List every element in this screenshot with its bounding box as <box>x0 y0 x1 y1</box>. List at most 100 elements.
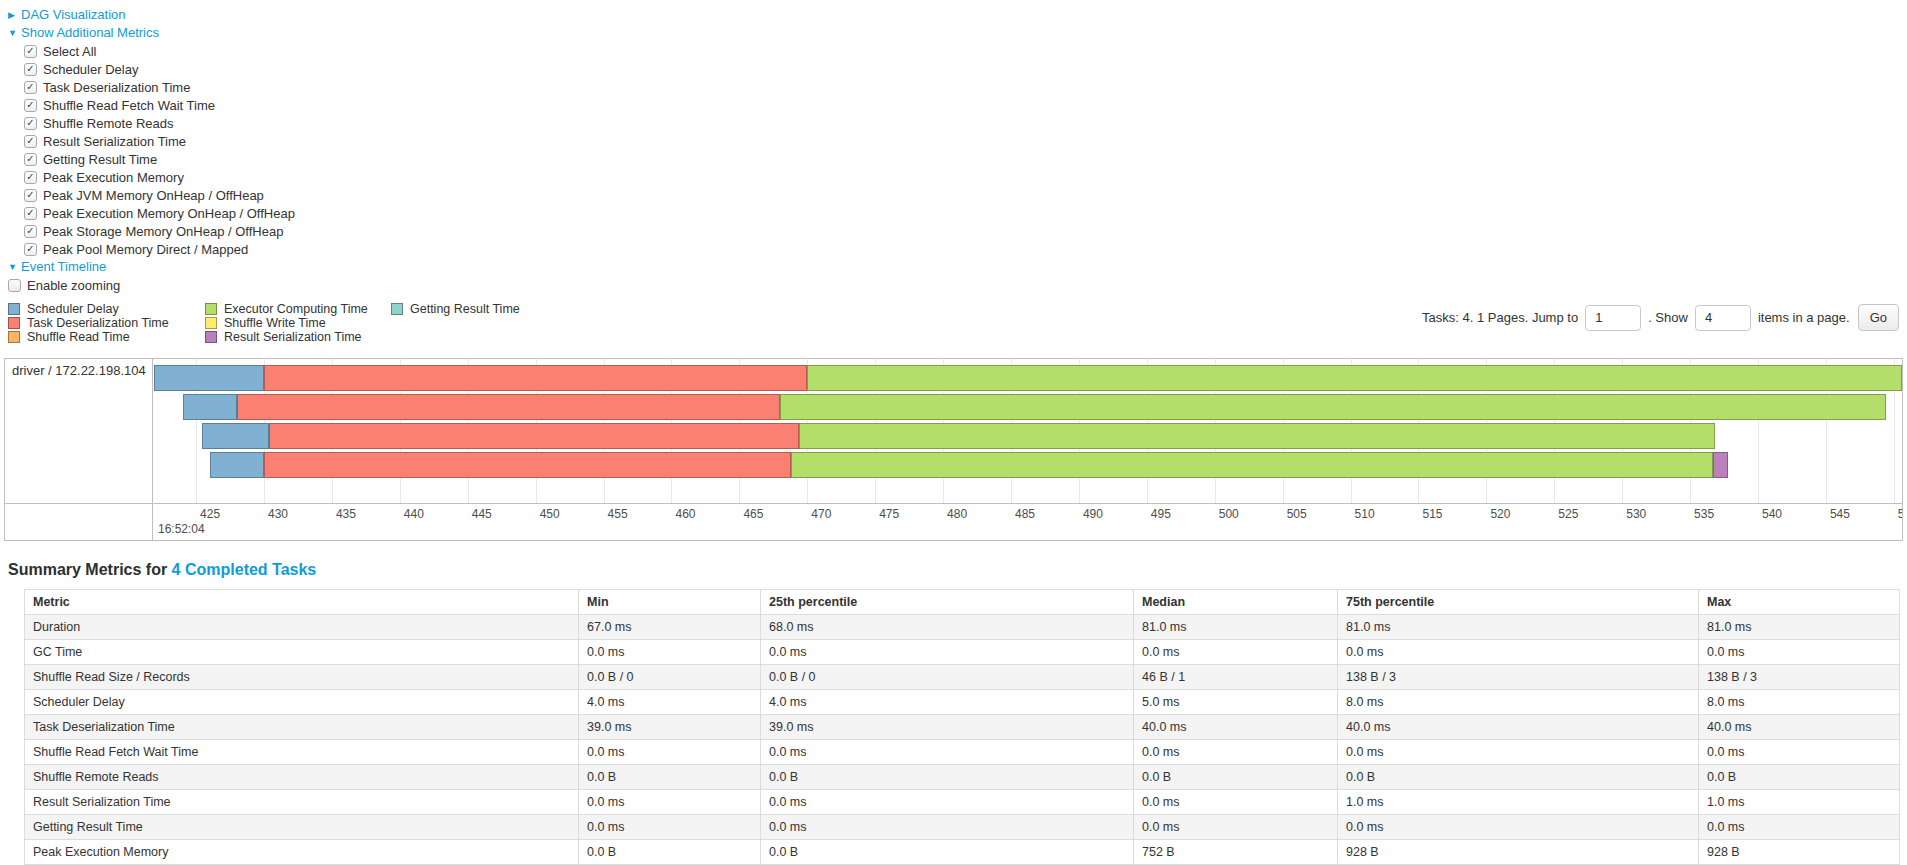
timeline-segment-scheduler-delay[interactable] <box>154 365 264 391</box>
metric-checkbox-label: Shuffle Remote Reads <box>43 116 174 131</box>
jump-to-page-input[interactable] <box>1585 305 1641 331</box>
axis-tick-label: 535 <box>1694 507 1714 521</box>
timeline-segment-task-deserialization[interactable] <box>237 394 780 420</box>
checkbox-checked-icon[interactable]: ✓ <box>24 63 37 76</box>
pagination-mid-text: . Show <box>1648 310 1688 325</box>
metric-value-cell: 40.0 ms <box>1699 715 1900 740</box>
axis-tick-label: 480 <box>947 507 967 521</box>
checkbox-checked-icon[interactable]: ✓ <box>24 207 37 220</box>
axis-tick-label: 500 <box>1219 507 1239 521</box>
metric-value-cell: 138 B / 3 <box>1699 665 1900 690</box>
metric-value-cell: 81.0 ms <box>1134 615 1338 640</box>
metric-value-cell: 0.0 B <box>761 765 1134 790</box>
checkbox-checked-icon[interactable]: ✓ <box>24 99 37 112</box>
axis-tick-label: 485 <box>1015 507 1035 521</box>
metric-checkbox-label: Scheduler Delay <box>43 62 138 77</box>
metric-checkbox-11[interactable]: ✓Peak Pool Memory Direct / Mapped <box>24 240 1907 258</box>
metric-value-cell: 0.0 B <box>1699 765 1900 790</box>
axis-tick-label: 440 <box>404 507 424 521</box>
summary-column-header: Metric <box>25 590 579 615</box>
metric-value-cell: 0.0 ms <box>1699 815 1900 840</box>
timeline-segment-executor-computing[interactable] <box>791 452 1713 478</box>
metric-checkbox-2[interactable]: ✓Task Deserialization Time <box>24 78 1907 96</box>
enable-zooming-checkbox[interactable]: ✓ Enable zooming <box>8 276 1907 294</box>
checkbox-checked-icon[interactable]: ✓ <box>24 243 37 256</box>
timeline-segment-executor-computing[interactable] <box>807 365 1902 391</box>
metric-checkbox-10[interactable]: ✓Peak Storage Memory OnHeap / OffHeap <box>24 222 1907 240</box>
checkbox-unchecked-icon[interactable]: ✓ <box>8 279 21 292</box>
show-additional-metrics-toggle[interactable]: ▼Show Additional Metrics <box>8 24 1907 42</box>
metric-checkbox-3[interactable]: ✓Shuffle Read Fetch Wait Time <box>24 96 1907 114</box>
collapsed-arrow-icon: ▶ <box>8 6 21 24</box>
timeline-segment-result-serialization[interactable] <box>1713 452 1728 478</box>
legend-swatch-icon <box>205 303 217 315</box>
summary-title-prefix: Summary Metrics for <box>8 561 172 578</box>
timeline-segment-executor-computing[interactable] <box>780 394 1886 420</box>
metric-value-cell: 8.0 ms <box>1699 690 1900 715</box>
metric-value-cell: 0.0 ms <box>761 640 1134 665</box>
metric-checkbox-9[interactable]: ✓Peak Execution Memory OnHeap / OffHeap <box>24 204 1907 222</box>
metric-name-cell: Scheduler Delay <box>25 690 579 715</box>
checkbox-checked-icon[interactable]: ✓ <box>24 135 37 148</box>
checkbox-checked-icon[interactable]: ✓ <box>24 225 37 238</box>
axis-tick-label: 460 <box>675 507 695 521</box>
axis-tick-label: 490 <box>1083 507 1103 521</box>
metric-value-cell: 0.0 B <box>1134 765 1338 790</box>
event-timeline-toggle[interactable]: ▼Event Timeline <box>8 258 1907 276</box>
metric-checkbox-0[interactable]: ✓ Select All <box>24 42 1907 60</box>
enable-zooming-label: Enable zooming <box>27 278 120 293</box>
items-per-page-input[interactable] <box>1695 305 1751 331</box>
axis-tick-label: 435 <box>336 507 356 521</box>
checkbox-checked-icon[interactable]: ✓ <box>24 189 37 202</box>
metric-name-cell: Shuffle Read Size / Records <box>25 665 579 690</box>
metric-value-cell: 0.0 B <box>1338 765 1699 790</box>
metric-value-cell: 928 B <box>1699 840 1900 865</box>
dag-visualization-label: DAG Visualization <box>21 7 126 22</box>
dag-visualization-toggle[interactable]: ▶DAG Visualization <box>8 6 1907 24</box>
metric-checkbox-label: Select All <box>43 44 96 59</box>
legend-item: Result Serialization Time <box>205 330 391 344</box>
timeline-segment-scheduler-delay[interactable] <box>183 394 237 420</box>
checkbox-checked-icon[interactable]: ✓ <box>24 117 37 130</box>
metric-name-cell: Result Serialization Time <box>25 790 579 815</box>
axis-tick-label: 510 <box>1355 507 1375 521</box>
legend-item: Shuffle Write Time <box>205 316 391 330</box>
axis-tick-label: 445 <box>472 507 492 521</box>
metric-value-cell: 0.0 B <box>579 840 761 865</box>
metric-checkbox-5[interactable]: ✓Result Serialization Time <box>24 132 1907 150</box>
metric-value-cell: 4.0 ms <box>579 690 761 715</box>
metric-value-cell: 0.0 ms <box>579 790 761 815</box>
metric-checkbox-8[interactable]: ✓Peak JVM Memory OnHeap / OffHeap <box>24 186 1907 204</box>
timeline-segment-task-deserialization[interactable] <box>269 423 799 449</box>
checkbox-checked-icon[interactable]: ✓ <box>24 171 37 184</box>
timeline-segment-task-deserialization[interactable] <box>264 452 791 478</box>
metric-checkbox-1[interactable]: ✓ Scheduler Delay <box>24 60 1907 78</box>
summary-table-row: Duration67.0 ms68.0 ms81.0 ms81.0 ms81.0… <box>25 615 1900 640</box>
legend-item: Executor Computing Time <box>205 302 391 316</box>
summary-table-row: Result Serialization Time0.0 ms0.0 ms0.0… <box>25 790 1900 815</box>
metric-value-cell: 5.0 ms <box>1134 690 1338 715</box>
completed-tasks-link[interactable]: 4 Completed Tasks <box>172 561 317 578</box>
metric-name-cell: Task Deserialization Time <box>25 715 579 740</box>
timeline-segment-task-deserialization[interactable] <box>264 365 807 391</box>
checkbox-checked-icon[interactable]: ✓ <box>24 81 37 94</box>
metric-value-cell: 4.0 ms <box>761 690 1134 715</box>
timeline-segment-scheduler-delay[interactable] <box>202 423 270 449</box>
metric-checkbox-4[interactable]: ✓ Shuffle Remote Reads <box>24 114 1907 132</box>
axis-tick-label: 425 <box>200 507 220 521</box>
go-button[interactable]: Go <box>1858 304 1899 331</box>
metric-checkbox-6[interactable]: ✓Getting Result Time <box>24 150 1907 168</box>
metric-value-cell: 1.0 ms <box>1338 790 1699 815</box>
timeline-segment-scheduler-delay[interactable] <box>210 452 264 478</box>
additional-metrics-checkbox-list: ✓ Select All ✓ Scheduler Delay✓Task Deseria… <box>24 42 1907 258</box>
metric-checkbox-7[interactable]: ✓Peak Execution Memory <box>24 168 1907 186</box>
metric-value-cell: 0.0 ms <box>761 815 1134 840</box>
axis-tick-label: 475 <box>879 507 899 521</box>
checkbox-checked-icon[interactable]: ✓ <box>24 45 37 58</box>
legend-item: Task Deserialization Time <box>8 316 205 330</box>
metric-name-cell: Shuffle Remote Reads <box>25 765 579 790</box>
timeline-segment-executor-computing[interactable] <box>799 423 1714 449</box>
checkbox-checked-icon[interactable]: ✓ <box>24 153 37 166</box>
metric-value-cell: 752 B <box>1134 840 1338 865</box>
legend-swatch-icon <box>8 317 20 329</box>
